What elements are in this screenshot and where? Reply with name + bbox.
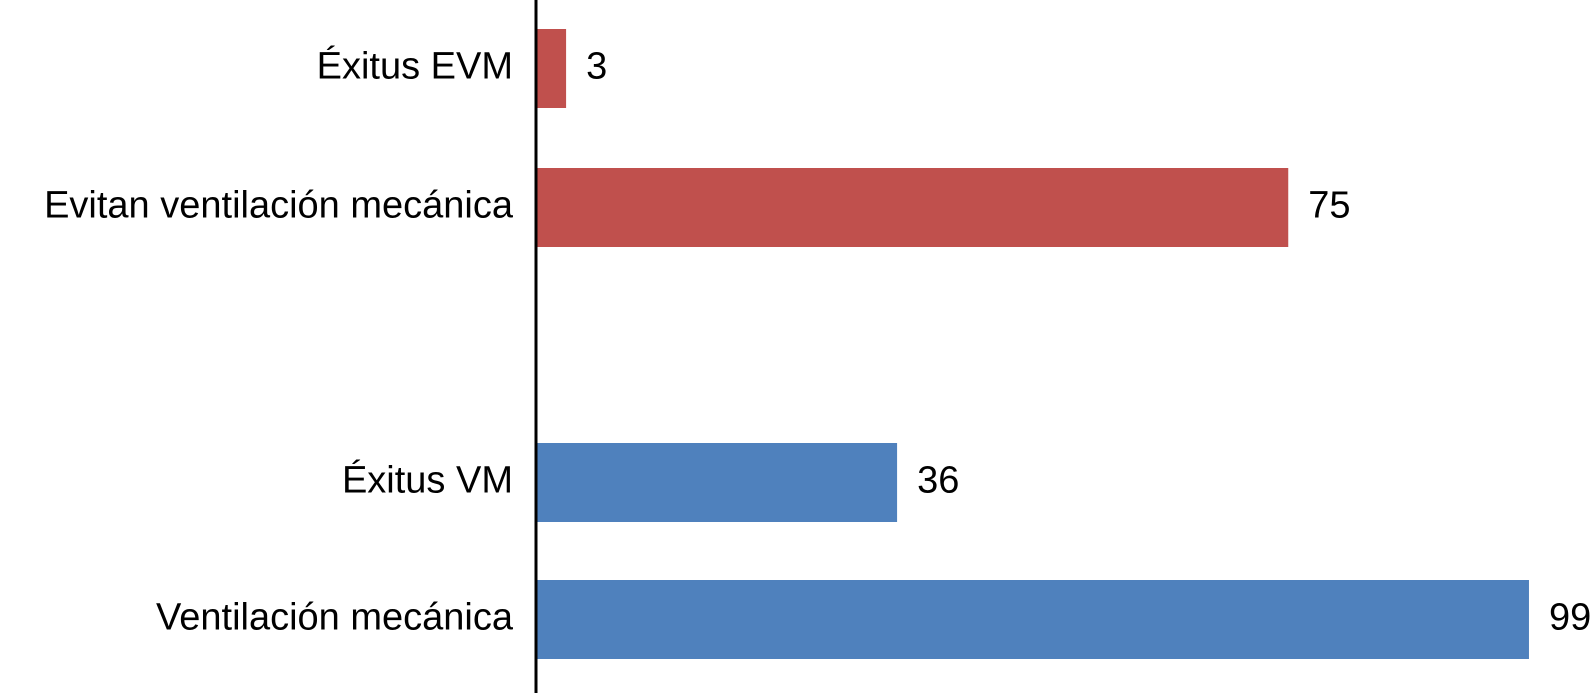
- category-label-4: Ventilación mecánica: [156, 597, 514, 639]
- bar-3: [536, 443, 898, 522]
- category-label-2: Evitan ventilación mecánica: [44, 185, 514, 227]
- value-label-4: 99: [1549, 597, 1591, 639]
- bar-1: [536, 29, 567, 108]
- labels-layer: Éxitus EVM 3 Evitan ventilación mecánica 75…: [44, 45, 1591, 639]
- bar-4: [536, 580, 1529, 659]
- value-label-2: 75: [1308, 185, 1350, 227]
- bars-layer: [536, 29, 1529, 659]
- category-label-3: Éxitus VM: [342, 459, 513, 502]
- value-label-1: 3: [586, 46, 607, 88]
- category-label-1: Éxitus EVM: [317, 45, 513, 88]
- value-label-3: 36: [917, 460, 959, 502]
- bar-2: [536, 168, 1289, 247]
